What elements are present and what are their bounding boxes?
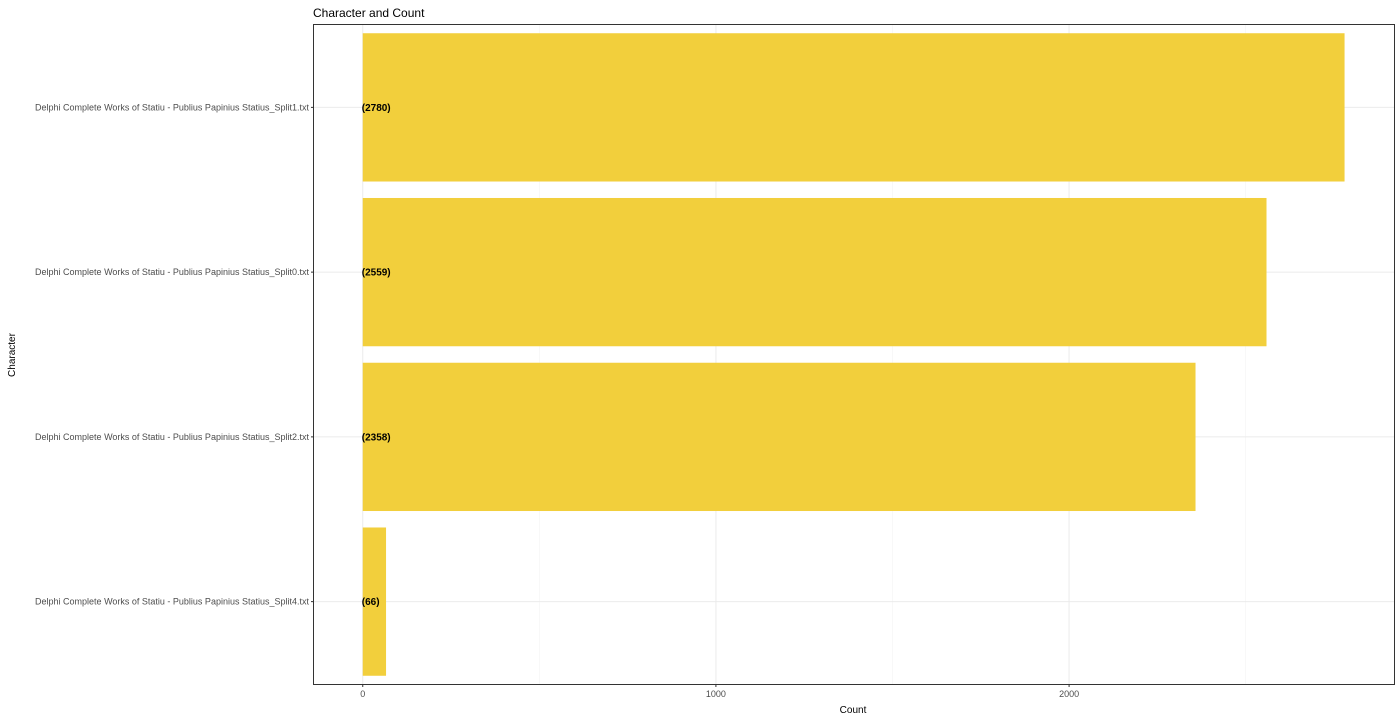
y-tick-label: Delphi Complete Works of Statiu - Publiu… bbox=[35, 597, 309, 607]
y-axis: Delphi Complete Works of Statiu - Publiu… bbox=[35, 102, 314, 607]
bar bbox=[362, 197, 1267, 347]
x-tick-label: 1000 bbox=[706, 689, 726, 699]
y-tick-label: Delphi Complete Works of Statiu - Publiu… bbox=[35, 267, 309, 277]
bar-value-label: (2559) bbox=[362, 268, 391, 279]
plot-panel-border bbox=[313, 24, 1395, 685]
bar bbox=[362, 33, 1345, 182]
x-axis-title: Count bbox=[840, 705, 867, 716]
bar-value-label: (2358) bbox=[362, 432, 391, 443]
y-tick-label: Delphi Complete Works of Statiu - Publiu… bbox=[35, 102, 309, 112]
bar-value-label: (2780) bbox=[362, 103, 391, 114]
bar-value-label: (66) bbox=[362, 597, 380, 608]
chart-title: Character and Count bbox=[313, 6, 425, 20]
x-tick-label: 2000 bbox=[1059, 689, 1079, 699]
y-axis-title: Character bbox=[7, 332, 18, 377]
x-axis: 0 1000 2000 bbox=[360, 684, 1079, 699]
bars bbox=[362, 33, 1345, 676]
x-tick-label: 0 bbox=[360, 689, 365, 699]
bar bbox=[362, 362, 1196, 512]
bar bbox=[362, 527, 387, 676]
y-tick-label: Delphi Complete Works of Statiu - Publiu… bbox=[35, 432, 309, 442]
data-labels: (2780) (2559) (2358) (66) bbox=[362, 103, 391, 608]
